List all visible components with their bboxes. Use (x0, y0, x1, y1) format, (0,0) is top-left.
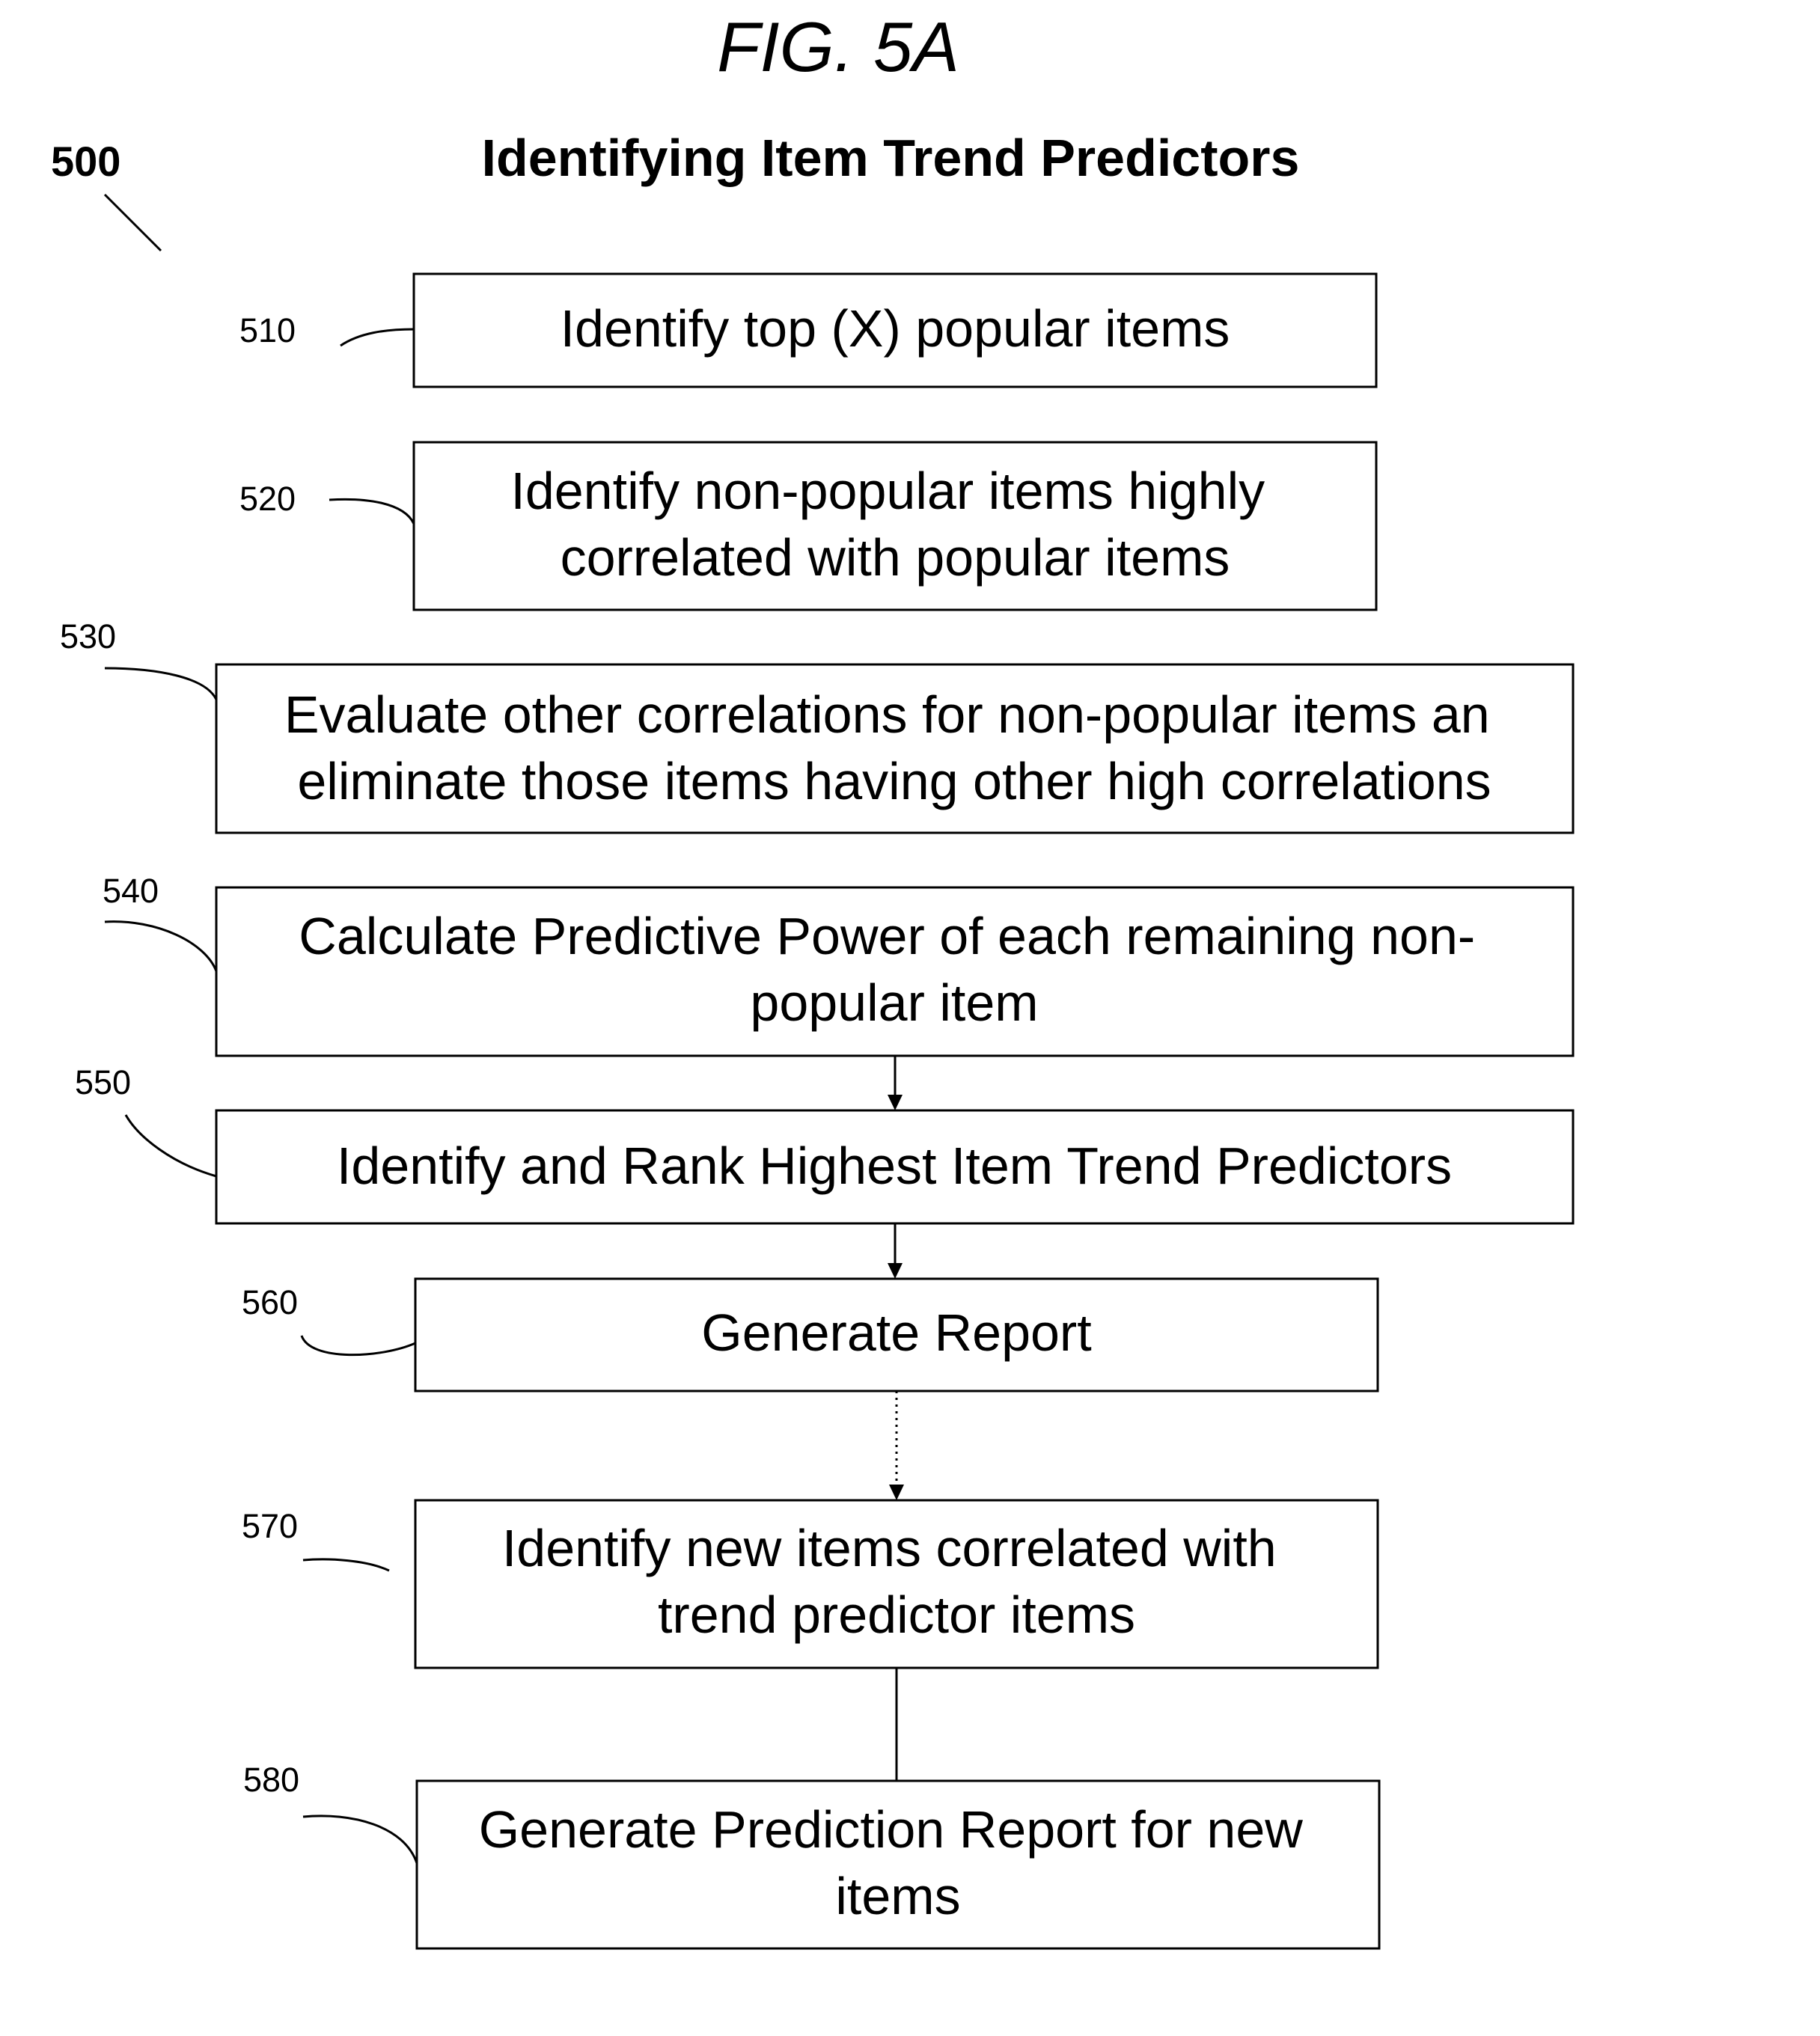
step-510-leader (341, 329, 414, 346)
arrowhead-550-560 (888, 1263, 903, 1279)
step-540: Calculate Predictive Power of each remai… (103, 872, 1573, 1056)
step-540-ref: 540 (103, 872, 159, 910)
step-580-ref: 580 (243, 1761, 299, 1799)
figure-ref-leader (105, 195, 161, 251)
step-560-ref: 560 (242, 1283, 298, 1321)
step-560: Generate Report 560 (242, 1279, 1378, 1391)
step-530-leader (105, 668, 216, 700)
step-550-ref: 550 (75, 1063, 131, 1101)
figure-label: FIG. 5A (717, 7, 959, 86)
step-570-leader (303, 1559, 389, 1571)
step-550: Identify and Rank Highest Item Trend Pre… (75, 1063, 1573, 1223)
step-540-leader (105, 922, 216, 971)
step-530-ref: 530 (60, 617, 116, 655)
step-520-ref: 520 (239, 480, 296, 518)
step-570: Identify new items correlated with trend… (242, 1500, 1378, 1668)
step-580: Generate Prediction Report for new items… (243, 1761, 1379, 1948)
step-510: Identify top (X) popular items 510 (239, 274, 1376, 387)
arrowhead-560-570 (889, 1485, 904, 1500)
step-510-ref: 510 (239, 311, 296, 349)
step-510-text: Identify top (X) popular items (561, 299, 1230, 358)
step-520: Identify non-popular items highly correl… (239, 442, 1376, 610)
step-560-leader (302, 1336, 415, 1355)
step-530: Evaluate other correlations for non-popu… (60, 617, 1573, 833)
step-550-text: Identify and Rank Highest Item Trend Pre… (337, 1137, 1452, 1195)
step-550-leader (126, 1115, 216, 1176)
diagram-title: Identifying Item Trend Predictors (482, 129, 1300, 187)
step-580-leader (303, 1816, 417, 1863)
step-570-ref: 570 (242, 1507, 298, 1545)
step-520-leader (329, 499, 414, 524)
step-560-text: Generate Report (701, 1303, 1091, 1362)
arrowhead-540-550 (888, 1095, 903, 1110)
figure-ref-500: 500 (51, 138, 120, 185)
